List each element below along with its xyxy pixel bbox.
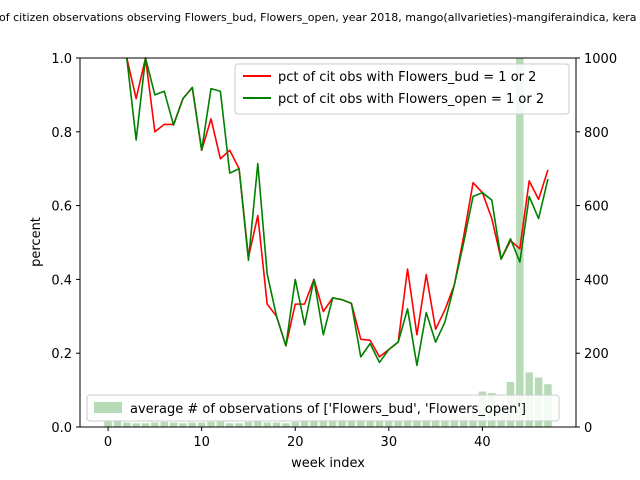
observation-bar	[310, 419, 318, 427]
x-tick-label: 30	[381, 435, 398, 450]
chart-title: of citizen observations observing Flower…	[0, 11, 637, 24]
observation-bar	[347, 419, 356, 427]
x-axis-label: week index	[291, 456, 365, 471]
observation-bar	[394, 420, 402, 427]
observation-bar	[104, 421, 112, 427]
observation-bar	[263, 422, 271, 427]
observation-bar	[244, 421, 253, 427]
y2-tick-label: 0	[584, 421, 592, 436]
observation-bar	[413, 419, 421, 427]
observation-bar	[151, 422, 159, 427]
observation-bar	[123, 422, 131, 427]
x-tick-label: 10	[193, 435, 210, 450]
legend-bars: average # of observations of ['Flowers_b…	[86, 394, 560, 422]
legend-open-label: pct of cit obs with Flowers_open = 1 or …	[278, 92, 544, 107]
y-tick-label: 0.0	[51, 421, 72, 436]
observation-bar	[132, 423, 140, 427]
y-tick-label: 0.8	[51, 126, 72, 141]
y2-tick-label: 200	[584, 347, 609, 362]
observation-bar	[422, 418, 431, 427]
y2-tick-label: 600	[584, 200, 609, 215]
observation-bar	[319, 418, 328, 427]
observation-bar	[225, 423, 234, 427]
y-tick-label: 0.4	[51, 273, 72, 288]
observation-bar	[113, 419, 122, 427]
legend-bud-label: pct of cit obs with Flowers_bud = 1 or 2	[278, 70, 536, 85]
observation-bar	[441, 418, 449, 427]
y-tick-label: 1.0	[51, 52, 72, 67]
observation-bar	[291, 421, 299, 427]
observation-bar	[197, 422, 206, 427]
x-tick-label: 0	[104, 435, 112, 450]
series-line-flowers-open	[125, 57, 549, 367]
x-tick-label: 40	[474, 435, 491, 450]
observation-bar	[366, 419, 374, 427]
observation-bar	[254, 421, 262, 427]
observation-bar	[282, 423, 290, 427]
observation-bar	[169, 422, 178, 427]
observation-bar	[300, 421, 309, 427]
observation-bar	[431, 419, 440, 427]
legend-bars-swatch	[94, 402, 122, 413]
y2-tick-label: 400	[584, 273, 609, 288]
legend-lines-box	[234, 63, 570, 115]
x-tick-label: 20	[287, 435, 304, 450]
observation-bar	[403, 418, 412, 427]
observation-bar	[235, 423, 243, 427]
observation-bar	[272, 422, 281, 427]
y-tick-label: 0.2	[51, 347, 72, 362]
observation-bar	[516, 58, 524, 427]
observation-bar	[160, 421, 168, 427]
observation-bar	[459, 416, 468, 427]
y2-tick-label: 1000	[584, 52, 617, 67]
observation-bar	[338, 418, 346, 427]
observation-bar	[450, 417, 459, 427]
observation-bar	[328, 418, 337, 427]
observation-bar	[188, 422, 197, 427]
lines-layer	[125, 57, 549, 367]
observation-bar	[179, 423, 187, 427]
y2-tick-label: 800	[584, 126, 609, 141]
observation-bar	[216, 421, 225, 427]
legend-bars-box	[86, 394, 560, 422]
plot-frame	[79, 57, 577, 428]
legend-lines: pct of cit obs with Flowers_bud = 1 or 2…	[234, 63, 570, 115]
y-axis-label: percent	[29, 217, 44, 267]
observation-bar	[141, 423, 150, 427]
legend-bars-label: average # of observations of ['Flowers_b…	[130, 402, 526, 417]
y-tick-label: 0.6	[51, 200, 72, 215]
observation-bar	[357, 418, 365, 427]
observation-bar	[207, 421, 215, 427]
ticks-layer: 0 10 20 30 40 0.0 0.2 0.4 0.6 0.8 1.0 0 200 400 600 800…	[51, 52, 617, 450]
observation-bar	[385, 421, 393, 427]
observation-bar	[375, 420, 384, 427]
